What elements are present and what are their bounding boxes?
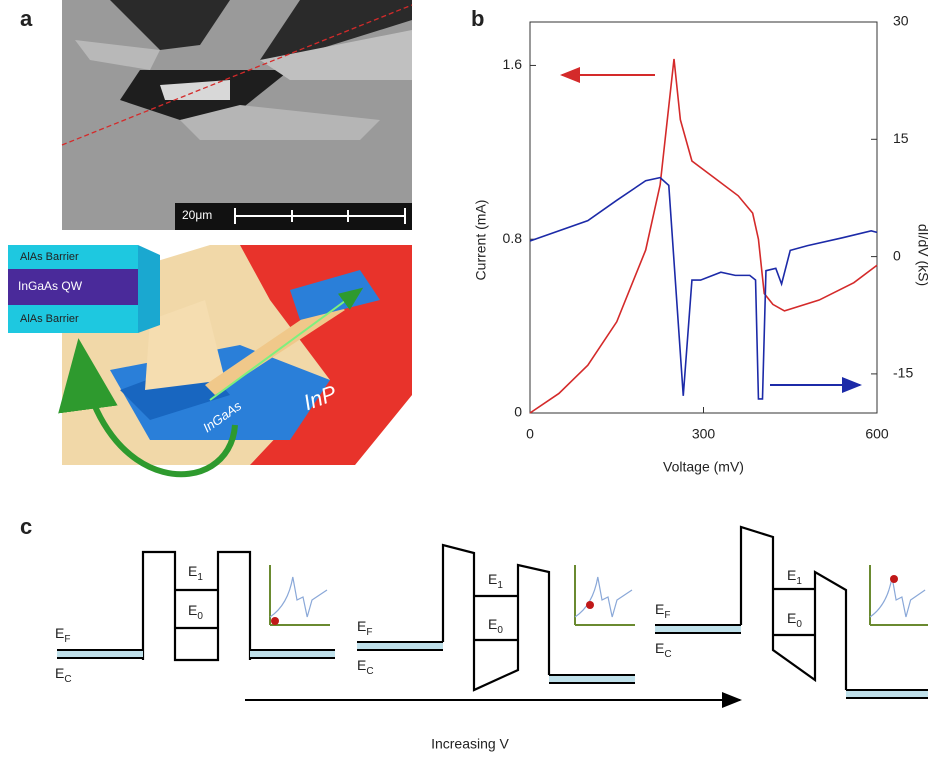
layer-label: AlAs Barrier — [20, 251, 79, 263]
inset-curve — [574, 576, 633, 618]
y-tick-label: 1.6 — [503, 56, 523, 72]
subscript: C — [366, 666, 373, 677]
data-line — [529, 176, 878, 400]
energy-label: EC — [357, 657, 374, 677]
state-dot — [586, 601, 594, 609]
y2-tick-label: 0 — [893, 247, 901, 263]
fermi-sea — [846, 690, 928, 698]
inset-axes — [574, 565, 635, 626]
energy-label: E1 — [188, 563, 203, 583]
symbol: E — [488, 616, 497, 632]
y-axis-label: Current (mA) — [473, 200, 489, 281]
plot-frame — [529, 21, 878, 414]
subscript: C — [64, 674, 71, 685]
subscript: 0 — [197, 611, 203, 622]
band-diagrams — [141, 525, 848, 692]
device-illustration: InGaAs InP AlAs Barrier InGaAs QW AlAs B… — [8, 245, 412, 478]
energy-label: EF — [357, 618, 372, 638]
symbol: E — [787, 567, 796, 583]
panel-label: c — [20, 514, 32, 539]
energy-label: EF — [655, 601, 670, 621]
panel-label: b — [471, 6, 484, 31]
layer-label: InGaAs QW — [18, 279, 83, 293]
energy-label: E1 — [787, 567, 802, 587]
x-tick-label: 0 — [526, 426, 534, 442]
fermi-sea — [250, 650, 335, 658]
energy-label: E0 — [188, 602, 203, 622]
subscript: 0 — [796, 619, 802, 630]
energy-label: E0 — [787, 610, 802, 630]
symbol: E — [188, 602, 197, 618]
subscript: 0 — [497, 625, 503, 636]
energy-label: EC — [655, 640, 672, 660]
inset-axes — [869, 565, 928, 626]
x-tick-label: 600 — [865, 426, 889, 442]
fermi-sea — [357, 642, 443, 650]
subscript: 1 — [497, 580, 503, 591]
inset-curve — [269, 576, 328, 618]
fermi-sea — [549, 675, 635, 683]
sem-image: 20μm — [61, 0, 413, 230]
state-dot — [271, 617, 279, 625]
x-tick-label: 300 — [692, 426, 716, 442]
inset-curve — [869, 576, 926, 618]
symbol: E — [655, 640, 664, 656]
subscript: F — [64, 634, 70, 645]
symbol: E — [357, 657, 366, 673]
fermi-sea — [57, 650, 143, 658]
energy-label: EC — [55, 665, 72, 685]
data-line — [529, 58, 878, 414]
subscript: C — [664, 649, 671, 660]
symbol: E — [188, 563, 197, 579]
symbol: E — [655, 601, 664, 617]
state-dot — [890, 575, 898, 583]
y-tick-label: 0 — [514, 404, 522, 420]
energy-label: E0 — [488, 616, 503, 636]
y2-tick-label: 30 — [893, 13, 909, 29]
layer-label: AlAs Barrier — [20, 313, 79, 325]
x-axis-label: Voltage (mV) — [663, 459, 744, 475]
symbol: E — [55, 625, 64, 641]
panel-label: a — [20, 6, 33, 31]
symbol: E — [488, 571, 497, 587]
subscript: F — [664, 610, 670, 621]
fermi-sea — [655, 625, 741, 633]
symbol: E — [55, 665, 64, 681]
y2-tick-label: -15 — [893, 365, 913, 381]
subscript: 1 — [197, 572, 203, 583]
symbol: E — [787, 610, 796, 626]
y2-tick-label: 15 — [893, 130, 909, 146]
symbol: E — [357, 618, 366, 634]
y2-axis-label: dI/dV (kS) — [915, 224, 928, 286]
arrow-label: Increasing V — [431, 736, 509, 752]
scale-bar-label: 20μm — [182, 208, 212, 222]
energy-label: EF — [55, 625, 70, 645]
inset-axes — [269, 565, 330, 626]
subscript: 1 — [796, 576, 802, 587]
y-tick-label: 0.8 — [503, 230, 523, 246]
energy-label: E1 — [488, 571, 503, 591]
subscript: F — [366, 627, 372, 638]
